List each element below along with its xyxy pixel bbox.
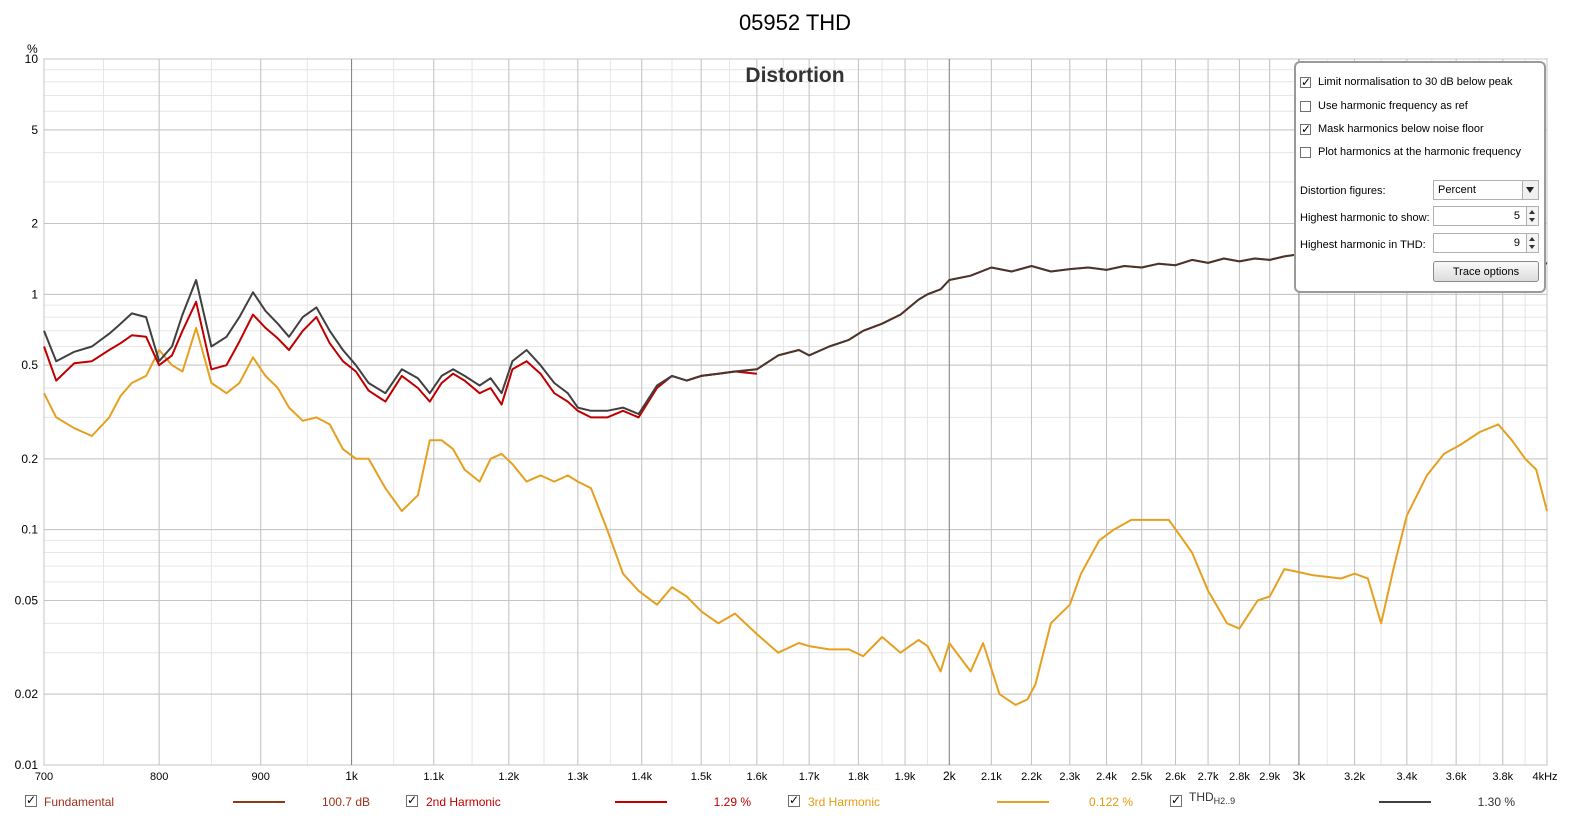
2nd-harmonic-checkbox[interactable] [406, 793, 418, 807]
x-tick-label: 1.7k [799, 771, 820, 783]
x-tick-label: 3.6k [1446, 771, 1467, 783]
x-tick-label: 1.3k [567, 771, 588, 783]
highest-thd-value: 9 [1513, 237, 1520, 249]
trace-options-button[interactable]: Trace options [1433, 261, 1539, 282]
x-tick-label: 2.3k [1059, 771, 1080, 783]
x-tick-labels: 700 800 900 1k 1.1k 1.2k 1.3k 1.4k 1.5k 1.6k 1.7k 1… [35, 769, 1558, 783]
x-tick-label: 3.4k [1396, 771, 1417, 783]
y-tick-label: 10 [25, 52, 39, 66]
x-tick-label: 2.9k [1259, 771, 1280, 783]
options-panel: Limit normalisation to 30 dB below peak … [1294, 61, 1546, 293]
y-tick-label: 5 [31, 123, 38, 137]
x-tick-label: 1.1k [423, 771, 444, 783]
highest-thd-label: Highest harmonic in THD: [1300, 239, 1426, 251]
y-tick-label: 0.01 [15, 758, 39, 772]
highest-show-value: 5 [1513, 210, 1520, 222]
y-tick-label: 2 [31, 216, 38, 230]
mask-harmonics-label: Mask harmonics below noise floor [1318, 123, 1484, 135]
legend-value: 100.7 dB [321, 795, 370, 809]
arrow-down-icon[interactable] [1529, 245, 1535, 249]
legend-name: 2nd Harmonic [426, 795, 501, 809]
x-tick-label: 2.7k [1198, 771, 1219, 783]
highest-show-label: Highest harmonic to show: [1300, 212, 1430, 224]
chart-title: Distortion [745, 64, 844, 87]
highest-show-spinner[interactable]: 5 [1433, 206, 1539, 226]
plot-at-harmonic-checkbox[interactable] [1300, 146, 1311, 158]
y-tick-label: 0.1 [21, 523, 38, 537]
legend-swatch [997, 801, 1049, 803]
x-tick-label: 1.6k [746, 771, 767, 783]
limit-normalisation-label: Limit normalisation to 30 dB below peak [1318, 76, 1513, 88]
legend-swatch [1379, 801, 1431, 803]
legend: Fundamental 100.7 dB 2nd Harmonic 1.29 %… [0, 790, 1590, 814]
x-tick-label: 2.5k [1131, 771, 1152, 783]
y-tick-labels: 10 5 2 1 0.5 0.2 0.1 0.05 0.02 0.01 [15, 52, 39, 772]
x-tick-label: 800 [150, 771, 168, 783]
distortion-figures-label: Distortion figures: [1300, 185, 1386, 197]
thd-checkbox[interactable] [1170, 793, 1182, 807]
x-tick-label: 2k [943, 769, 957, 783]
legend-swatch [233, 801, 285, 803]
thd-name: THD [1189, 790, 1214, 804]
thd-subscript: H2..9 [1213, 796, 1236, 806]
x-tick-label: 3k [1293, 769, 1307, 783]
x-tick-label: 1.4k [631, 771, 652, 783]
x-tick-label: 2.6k [1165, 771, 1186, 783]
x-tick-label: 4kHz [1532, 771, 1557, 783]
x-tick-label: 1.9k [895, 771, 916, 783]
x-tick-label: 700 [35, 771, 53, 783]
y-unit-label: % [27, 42, 38, 56]
window-title: 05952 THD [738, 10, 852, 35]
highest-thd-spinner[interactable]: 9 [1433, 233, 1539, 253]
use-harmonic-ref-label: Use harmonic frequency as ref [1318, 100, 1468, 112]
arrow-down-icon[interactable] [1529, 218, 1535, 222]
plot-at-harmonic-label: Plot harmonics at the harmonic frequency [1318, 146, 1521, 158]
legend-name: THDH2..9 [1189, 790, 1235, 806]
x-tick-label: 1.5k [691, 771, 712, 783]
legend-swatch [615, 801, 667, 803]
series-line-3rd-harmonic [43, 326, 1548, 706]
legend-value: 0.122 % [1088, 795, 1133, 809]
x-tick-label: 3.2k [1344, 771, 1365, 783]
series-line-2nd-harmonic [43, 300, 757, 419]
mask-harmonics-checkbox[interactable] [1300, 122, 1311, 136]
y-tick-label: 0.5 [21, 358, 38, 372]
x-tick-label: 1.8k [848, 771, 869, 783]
spinner-buttons[interactable] [1526, 207, 1538, 225]
spinner-buttons[interactable] [1526, 234, 1538, 252]
x-tick-label: 2.8k [1229, 771, 1250, 783]
x-tick-label: 1.2k [498, 771, 519, 783]
legend-name: 3rd Harmonic [808, 795, 881, 809]
fundamental-checkbox[interactable] [25, 793, 37, 807]
distortion-figures-value: Percent [1438, 184, 1476, 196]
limit-normalisation-option[interactable]: Limit normalisation to 30 dB below peak [1300, 74, 1512, 90]
x-tick-label: 2.4k [1096, 771, 1117, 783]
use-harmonic-ref-checkbox[interactable] [1300, 100, 1311, 112]
chevron-down-icon[interactable] [1522, 181, 1538, 199]
limit-normalisation-checkbox[interactable] [1300, 75, 1311, 89]
arrow-up-icon[interactable] [1529, 210, 1535, 214]
y-tick-label: 1 [31, 287, 38, 301]
legend-value: 1.29 % [713, 795, 751, 809]
y-tick-label: 0.02 [15, 687, 39, 701]
x-tick-label: 1k [345, 769, 359, 783]
legend-name: Fundamental [44, 795, 115, 809]
y-tick-label: 0.05 [15, 594, 39, 608]
x-tick-label: 2.2k [1021, 771, 1042, 783]
y-tick-label: 0.2 [21, 452, 38, 466]
x-tick-label: 900 [252, 771, 270, 783]
mask-harmonics-option[interactable]: Mask harmonics below noise floor [1300, 121, 1484, 137]
plot-at-harmonic-option[interactable]: Plot harmonics at the harmonic frequency [1300, 144, 1521, 160]
arrow-up-icon[interactable] [1529, 237, 1535, 241]
x-tick-label: 3.8k [1492, 771, 1513, 783]
x-tick-label: 2.1k [981, 771, 1002, 783]
use-harmonic-ref-option[interactable]: Use harmonic frequency as ref [1300, 98, 1468, 114]
3rd-harmonic-checkbox[interactable] [788, 793, 800, 807]
distortion-figures-select[interactable]: Percent [1433, 180, 1539, 200]
legend-value: 1.30 % [1477, 795, 1515, 809]
